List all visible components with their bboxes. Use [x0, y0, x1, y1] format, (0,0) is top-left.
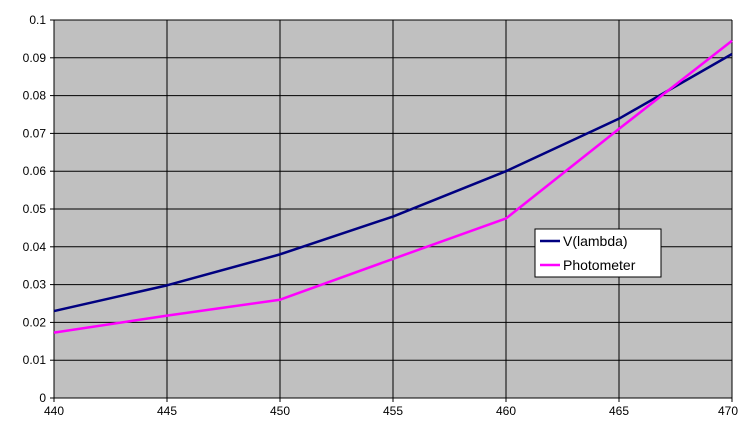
y-tick-label: 0.02 [23, 315, 47, 329]
y-tick-label: 0.1 [29, 13, 46, 27]
legend: V(lambda) Photometer [534, 228, 662, 278]
x-tick-label: 460 [496, 404, 516, 418]
legend-box [534, 228, 662, 278]
x-tick-label: 450 [270, 404, 290, 418]
y-tick-label: 0.04 [23, 240, 47, 254]
y-tick-label: 0.08 [23, 89, 47, 103]
x-tick-label: 440 [44, 404, 64, 418]
x-axis-ticks: 440 445 450 455 460 465 470 [44, 398, 738, 418]
series-lines [53, 39, 733, 334]
series-line-vlambda [53, 52, 733, 313]
y-tick-label: 0.09 [23, 51, 47, 65]
legend-label-vlambda: V(lambda) [563, 233, 628, 249]
y-axis-ticks: 0 0.01 0.02 0.03 0.04 0.05 0.06 0.07 0.08 0.09 0.1 [23, 13, 54, 405]
y-tick-label: 0.03 [23, 278, 47, 292]
y-tick-label: 0.01 [23, 353, 47, 367]
x-tick-label: 445 [157, 404, 177, 418]
series-line-photometer [53, 39, 733, 334]
x-tick-label: 465 [609, 404, 629, 418]
y-tick-label: 0 [39, 391, 46, 405]
legend-label-photometer: Photometer [563, 257, 636, 273]
x-tick-label: 470 [718, 404, 738, 418]
y-tick-label: 0.06 [23, 164, 47, 178]
y-tick-label: 0.07 [23, 126, 47, 140]
x-tick-label: 455 [383, 404, 403, 418]
y-tick-label: 0.05 [23, 202, 47, 216]
